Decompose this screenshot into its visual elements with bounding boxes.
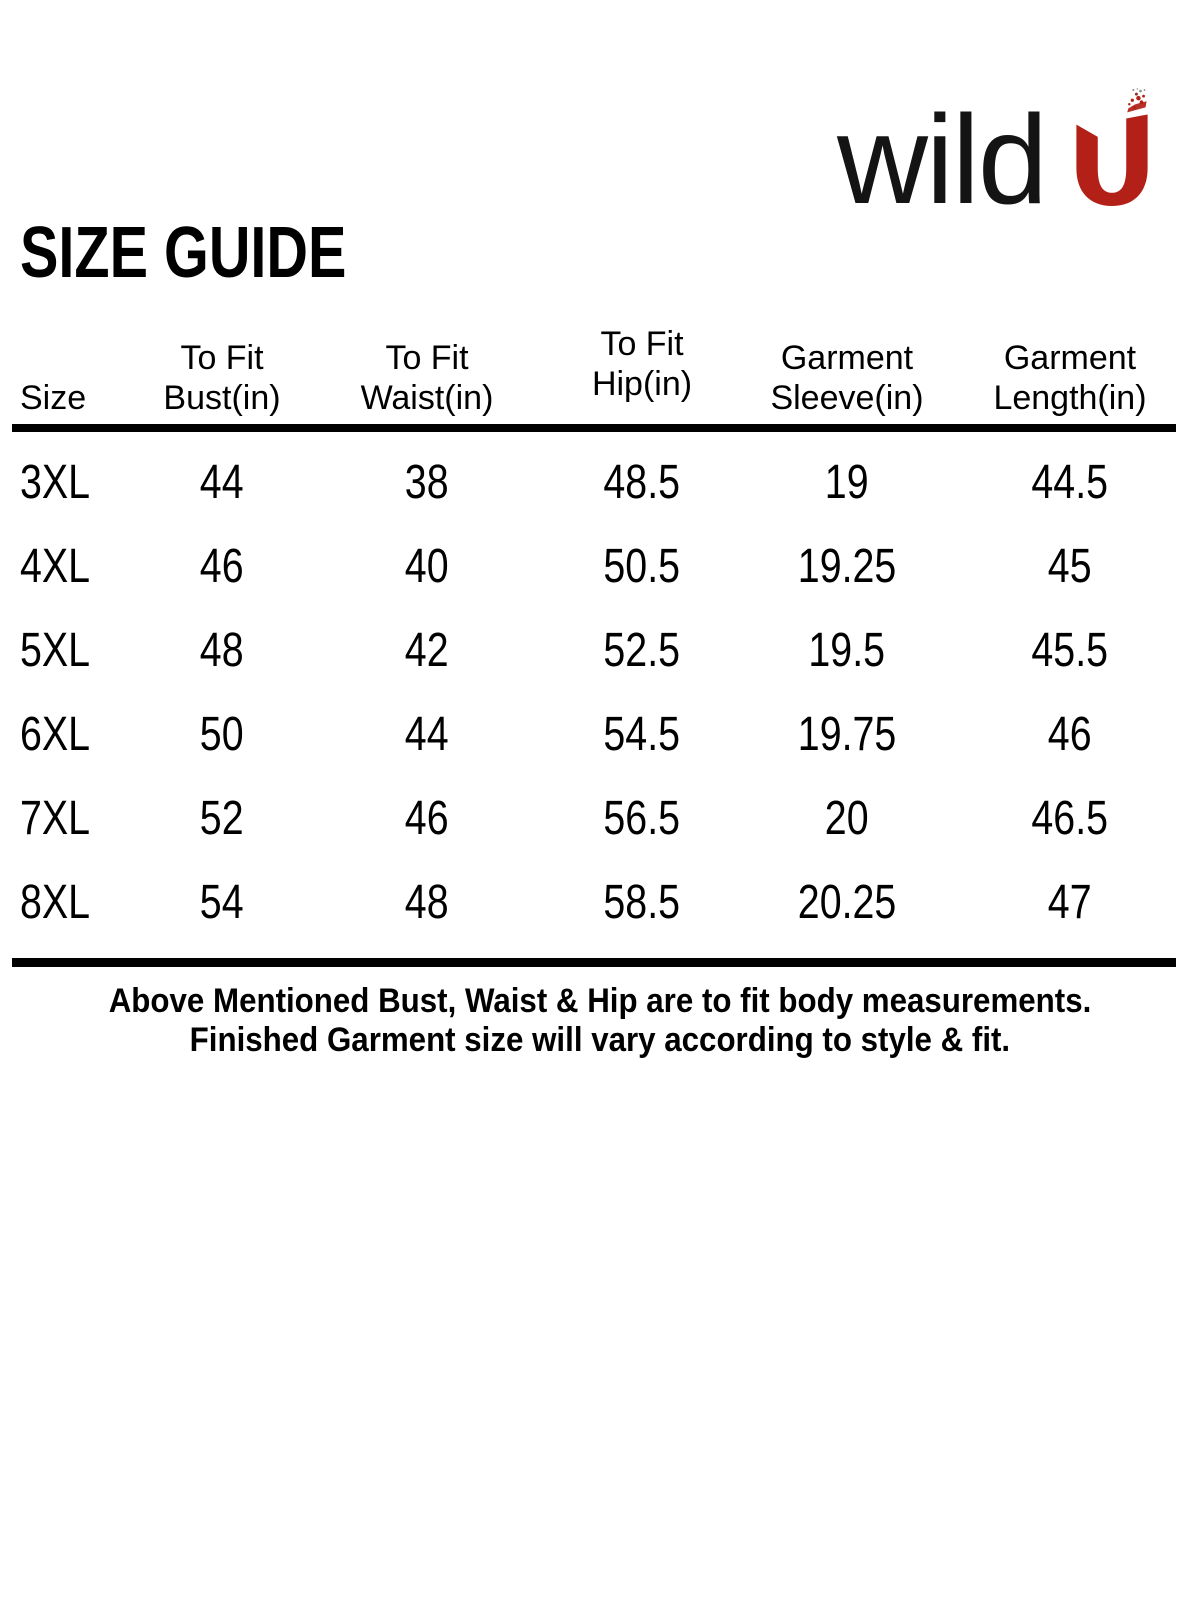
- hip-cell: 50.5: [603, 539, 681, 593]
- sleeve-cell: 20.25: [797, 875, 897, 929]
- sleeve-cell: 20: [825, 791, 869, 845]
- waist-cell: 38: [405, 455, 449, 509]
- sleeve-cell: 19.5: [808, 623, 886, 677]
- footnote-line-2: Finished Garment size will vary accordin…: [189, 1021, 1011, 1059]
- waist-cell: 44: [405, 707, 449, 761]
- size-cell: 3XL: [20, 455, 91, 509]
- brand-wordmark: wild: [836, 89, 1048, 230]
- table-row-3xl: 3XL 44 38 48.5 19 44.5: [12, 440, 1188, 524]
- table-top-rule: [12, 424, 1176, 432]
- brand-logo: wild: [836, 88, 1148, 230]
- bust-cell: 44: [200, 455, 244, 509]
- table-row-4xl: 4XL 46 40 50.5 19.25 45: [12, 524, 1188, 608]
- bust-cell: 48: [200, 623, 244, 677]
- waist-cell: 42: [405, 623, 449, 677]
- table-row-5xl: 5XL 48 42 52.5 19.5 45.5: [12, 608, 1188, 692]
- sleeve-cell: 19.25: [797, 539, 897, 593]
- length-cell: 46: [1048, 707, 1092, 761]
- size-cell: 5XL: [20, 623, 91, 677]
- column-header-length: Garment Length(in): [993, 339, 1147, 417]
- hip-cell: 48.5: [603, 455, 681, 509]
- bust-cell: 46: [200, 539, 244, 593]
- table-row-7xl: 7XL 52 46 56.5 20 46.5: [12, 776, 1188, 860]
- column-header-sleeve: Garment Sleeve(in): [770, 339, 924, 417]
- bust-cell: 54: [200, 875, 244, 929]
- column-header-waist: To Fit Waist(in): [360, 339, 494, 417]
- size-cell: 8XL: [20, 875, 91, 929]
- column-header-bust: To Fit Bust(in): [163, 339, 281, 417]
- hip-cell: 58.5: [603, 875, 681, 929]
- length-cell: 45: [1048, 539, 1092, 593]
- size-cell: 7XL: [20, 791, 91, 845]
- hip-cell: 54.5: [603, 707, 681, 761]
- column-header-hip: To Fit Hip(in): [591, 325, 693, 403]
- waist-cell: 48: [405, 875, 449, 929]
- sleeve-cell: 19.75: [797, 707, 897, 761]
- table-row-8xl: 8XL 54 48 58.5 20.25 47: [12, 860, 1188, 944]
- length-cell: 46.5: [1031, 791, 1109, 845]
- table-bottom-rule: [12, 958, 1176, 967]
- waist-cell: 46: [405, 791, 449, 845]
- length-cell: 47: [1048, 875, 1092, 929]
- column-header-size: Size: [20, 379, 87, 417]
- hip-cell: 52.5: [603, 623, 681, 677]
- size-table-body: 3XL 44 38 48.5 19 44.5 4XL 46 40 50.5 19…: [12, 432, 1188, 944]
- size-table-header: Size To Fit Bust(in) To Fit Waist(in) To…: [12, 298, 1188, 422]
- footnote-line-1: Above Mentioned Bust, Waist & Hip are to…: [108, 982, 1092, 1020]
- footnote: Above Mentioned Bust, Waist & Hip are to…: [0, 982, 1200, 1060]
- size-cell: 6XL: [20, 707, 91, 761]
- waist-cell: 40: [405, 539, 449, 593]
- size-cell: 4XL: [20, 539, 91, 593]
- page-title: SIZE GUIDE: [20, 213, 347, 293]
- bust-cell: 52: [200, 791, 244, 845]
- table-row-6xl: 6XL 50 44 54.5 19.75 46: [12, 692, 1188, 776]
- length-cell: 45.5: [1031, 623, 1109, 677]
- bust-cell: 50: [200, 707, 244, 761]
- hip-cell: 56.5: [603, 791, 681, 845]
- brand-u-icon: [1076, 88, 1148, 206]
- sleeve-cell: 19: [825, 455, 869, 509]
- length-cell: 44.5: [1031, 455, 1109, 509]
